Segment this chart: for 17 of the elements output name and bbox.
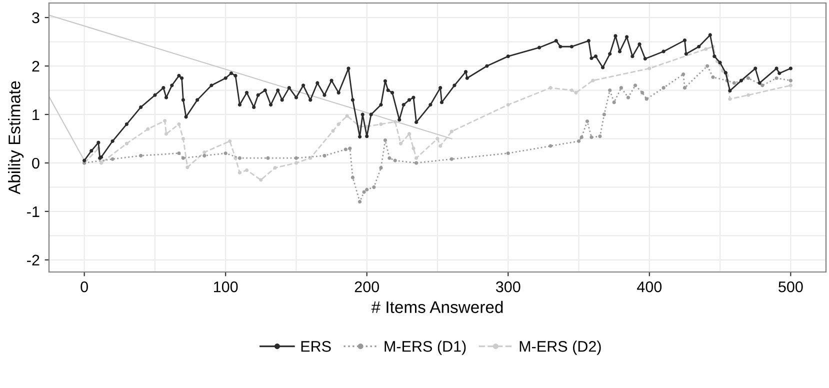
x-tick-label: 0 [80, 281, 88, 292]
y-tick-label: 0 [32, 158, 40, 169]
x-tick-label: 200 [354, 281, 380, 292]
y-tick-label: 3 [32, 12, 40, 24]
x-tick-label: 500 [778, 281, 803, 292]
y-tick-label: -2 [27, 254, 40, 266]
x-tick-label: 300 [496, 281, 520, 292]
y-tick-label: 2 [32, 60, 40, 72]
x-tick-label: 400 [637, 281, 662, 292]
legend-label: ERS [301, 341, 331, 352]
x-axis-title: # Items Answered [371, 300, 503, 314]
y-tick-label: 1 [32, 110, 40, 120]
y-axis-title: Ability Estimate [8, 81, 24, 194]
x-tick-label: 100 [214, 281, 238, 292]
y-tick-label: -1 [27, 206, 40, 217]
legend-label: M-ERS (D2) [520, 340, 601, 355]
legend-label: M-ERS (D1) [384, 340, 466, 355]
